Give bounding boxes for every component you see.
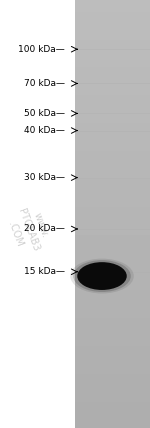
Bar bbox=[0, 0, 75, 428]
Text: 70 kDa—: 70 kDa— bbox=[24, 79, 65, 88]
Text: 40 kDa—: 40 kDa— bbox=[24, 126, 65, 135]
Text: www.
PTGLAB3
.COM: www. PTGLAB3 .COM bbox=[3, 203, 53, 257]
Ellipse shape bbox=[73, 260, 131, 292]
Text: 30 kDa—: 30 kDa— bbox=[24, 173, 65, 182]
Ellipse shape bbox=[70, 259, 134, 294]
Ellipse shape bbox=[77, 262, 127, 290]
Text: 50 kDa—: 50 kDa— bbox=[24, 109, 65, 118]
Text: 15 kDa—: 15 kDa— bbox=[24, 267, 65, 276]
Text: 20 kDa—: 20 kDa— bbox=[24, 224, 65, 234]
Text: 100 kDa—: 100 kDa— bbox=[18, 45, 65, 54]
